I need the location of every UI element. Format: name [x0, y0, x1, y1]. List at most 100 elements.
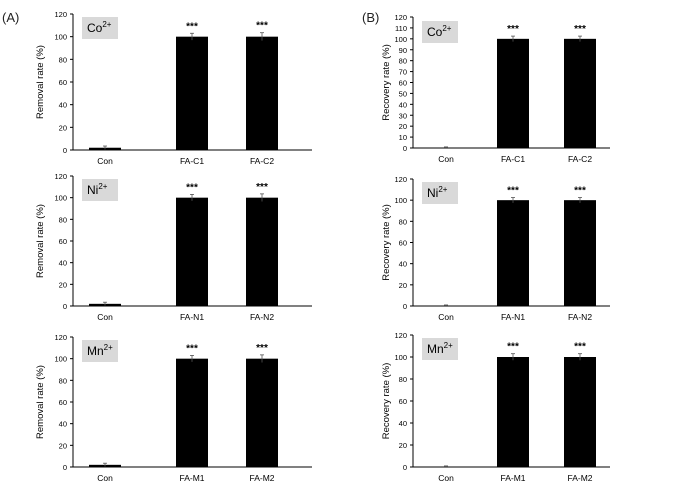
- y-axis-title: Removal rate (%): [35, 45, 46, 119]
- y-tick-label: 10: [399, 133, 407, 142]
- y-tick-label: 60: [59, 78, 67, 87]
- chart-1: 0 20 40 60 80 100 120 Removal rate (%) Con *** FA-…: [35, 10, 312, 166]
- significance-marker: ***: [186, 343, 198, 354]
- category-label: FA-M1: [179, 473, 204, 483]
- y-tick-label: 120: [394, 175, 407, 184]
- y-tick-label: 100: [394, 196, 407, 205]
- y-tick-label: 40: [59, 101, 67, 110]
- y-tick-label: 80: [59, 376, 67, 385]
- bar-fa-n1: [497, 200, 529, 306]
- y-tick-label: 20: [59, 123, 67, 132]
- category-label: Con: [97, 473, 113, 483]
- chart-5: 0 20 40 60 80 100 120 Recovery rate (%) Con *** FA…: [381, 175, 610, 322]
- category-label: FA-N2: [568, 312, 592, 322]
- y-tick-label: 20: [59, 280, 67, 289]
- chart-6: 0 20 40 60 80 100 120 Recovery rate (%) Con *** FA…: [381, 331, 610, 483]
- y-axis-title: Removal rate (%): [35, 365, 46, 439]
- y-tick-label: 120: [54, 333, 67, 342]
- y-tick-label: 110: [395, 24, 407, 33]
- ion-badge: [422, 182, 458, 204]
- y-tick-label: 100: [54, 194, 67, 203]
- significance-marker: ***: [256, 182, 268, 193]
- category-label: Con: [438, 154, 454, 164]
- category-label: Con: [97, 156, 113, 166]
- y-tick-label: 120: [54, 172, 67, 181]
- bar-fa-m1: [176, 358, 208, 467]
- y-tick-label: 70: [399, 68, 407, 77]
- significance-marker: ***: [574, 24, 586, 35]
- ion-badge: [422, 21, 458, 43]
- y-tick-label: 60: [399, 239, 407, 248]
- y-tick-label: 80: [399, 375, 407, 384]
- category-label: FA-M2: [249, 473, 274, 483]
- ion-label: Mn2+: [427, 341, 453, 356]
- y-tick-label: 0: [403, 302, 407, 311]
- ion-label: Co2+: [87, 20, 112, 35]
- category-label: FA-C2: [568, 154, 592, 164]
- y-tick-label: 60: [399, 79, 407, 88]
- bar-fa-m2: [246, 358, 278, 467]
- y-tick-label: 80: [59, 215, 67, 224]
- bar-fa-n2: [564, 200, 596, 306]
- ion-badge: [82, 179, 118, 201]
- category-label: FA-M1: [500, 473, 525, 483]
- y-axis-title: Removal rate (%): [35, 204, 46, 278]
- panel-label-a: (A): [2, 10, 19, 25]
- significance-marker: ***: [507, 186, 519, 197]
- bar-fa-m1: [497, 357, 529, 467]
- y-tick-label: 0: [403, 144, 407, 153]
- y-axis-title: Recovery rate (%): [381, 363, 392, 440]
- category-label: FA-C2: [250, 156, 274, 166]
- category-label: FA-C1: [180, 156, 204, 166]
- bar-fa-n1: [176, 197, 208, 306]
- significance-marker: ***: [186, 21, 198, 32]
- y-axis-title: Recovery rate (%): [381, 44, 392, 121]
- y-tick-label: 40: [399, 100, 407, 109]
- significance-marker: ***: [186, 182, 198, 193]
- y-tick-label: 0: [63, 463, 67, 472]
- ion-label: Co2+: [427, 24, 452, 39]
- y-tick-label: 120: [394, 331, 407, 340]
- bar-fa-m2: [564, 357, 596, 467]
- y-tick-label: 60: [59, 237, 67, 246]
- y-tick-label: 0: [63, 302, 67, 311]
- ion-badge: [422, 338, 458, 360]
- y-tick-label: 120: [394, 13, 407, 22]
- category-label: Con: [438, 312, 454, 322]
- chart-3: 0 20 40 60 80 100 120 Removal rate (%) Con *** FA-…: [35, 333, 312, 483]
- y-tick-label: 80: [399, 57, 407, 66]
- y-tick-label: 40: [59, 420, 67, 429]
- ion-badge: [82, 340, 118, 362]
- panel-label-b: (B): [362, 10, 379, 25]
- bar-fa-c1: [497, 38, 529, 149]
- y-tick-label: 100: [394, 35, 407, 44]
- y-tick-label: 20: [59, 441, 67, 450]
- category-label: FA-N1: [180, 312, 204, 322]
- y-tick-label: 0: [403, 463, 407, 472]
- ion-label: Mn2+: [87, 343, 113, 358]
- y-tick-label: 0: [63, 146, 67, 155]
- chart-2: 0 20 40 60 80 100 120 Removal rate (%) Con *** FA-…: [35, 172, 312, 322]
- y-axis-title: Recovery rate (%): [381, 204, 392, 281]
- significance-marker: ***: [574, 342, 586, 353]
- ion-label: Ni2+: [87, 182, 108, 197]
- category-label: FA-N1: [501, 312, 525, 322]
- significance-marker: ***: [256, 343, 268, 354]
- bar-fa-c2: [564, 38, 596, 149]
- significance-marker: ***: [507, 342, 519, 353]
- y-tick-label: 100: [54, 355, 67, 364]
- y-tick-label: 80: [399, 217, 407, 226]
- bar-fa-c1: [176, 36, 208, 150]
- y-tick-label: 90: [399, 46, 407, 55]
- significance-marker: ***: [507, 24, 519, 35]
- y-tick-label: 100: [54, 33, 67, 42]
- ion-badge: [82, 17, 118, 39]
- y-tick-label: 60: [59, 398, 67, 407]
- y-tick-label: 20: [399, 122, 407, 131]
- category-label: FA-C1: [501, 154, 525, 164]
- category-label: Con: [97, 312, 113, 322]
- y-tick-label: 60: [399, 397, 407, 406]
